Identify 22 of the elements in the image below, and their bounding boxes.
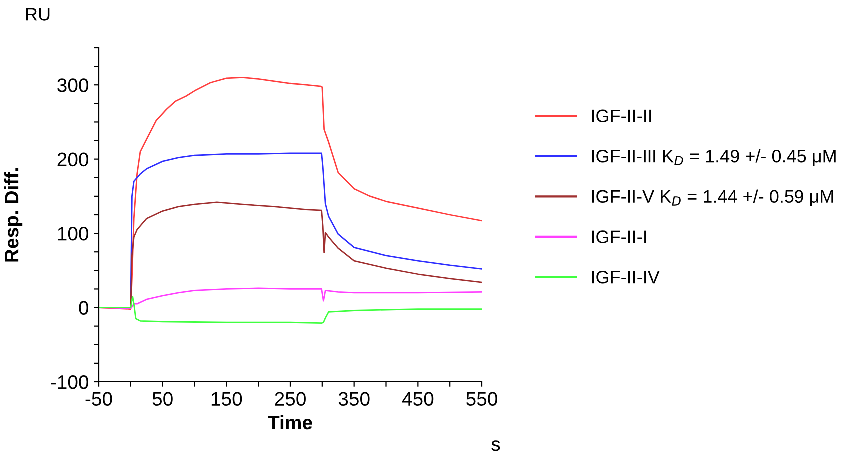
x-axis-title: Time [268,415,312,430]
x-tick-label: 250 [275,392,306,406]
legend-label: IGF-II-I [592,230,646,244]
x-tick-label: 550 [466,392,498,406]
y-tick-label: 200 [58,152,89,167]
y-tick-label: 0 [79,301,89,316]
y-tick-label: 100 [58,227,89,241]
x-tick-label: 450 [402,392,434,406]
legend-label: IGF-II-V K$_{D}$ = 1.44 +/- 0.59 μM [592,190,834,206]
y-axis-title: Resp. Diff. [4,168,23,262]
y-tick-label: -100 [51,375,89,390]
x-tick-label: 50 [152,392,173,406]
y-tick-label: 300 [58,78,89,92]
x-tick-label: 150 [212,392,242,406]
legend-label: IGF-II-II [592,110,652,123]
text: s [492,440,500,452]
line-series [99,296,482,324]
x-tick-label: 350 [338,392,370,406]
legend-label: IGF-II-III K$_{D}$ = 1.49 +/- 0.45 μM [592,149,836,166]
legend-label: IGF-II-IV [592,270,660,284]
x-tick-label: -50 [86,392,112,406]
text: RU [26,8,50,21]
